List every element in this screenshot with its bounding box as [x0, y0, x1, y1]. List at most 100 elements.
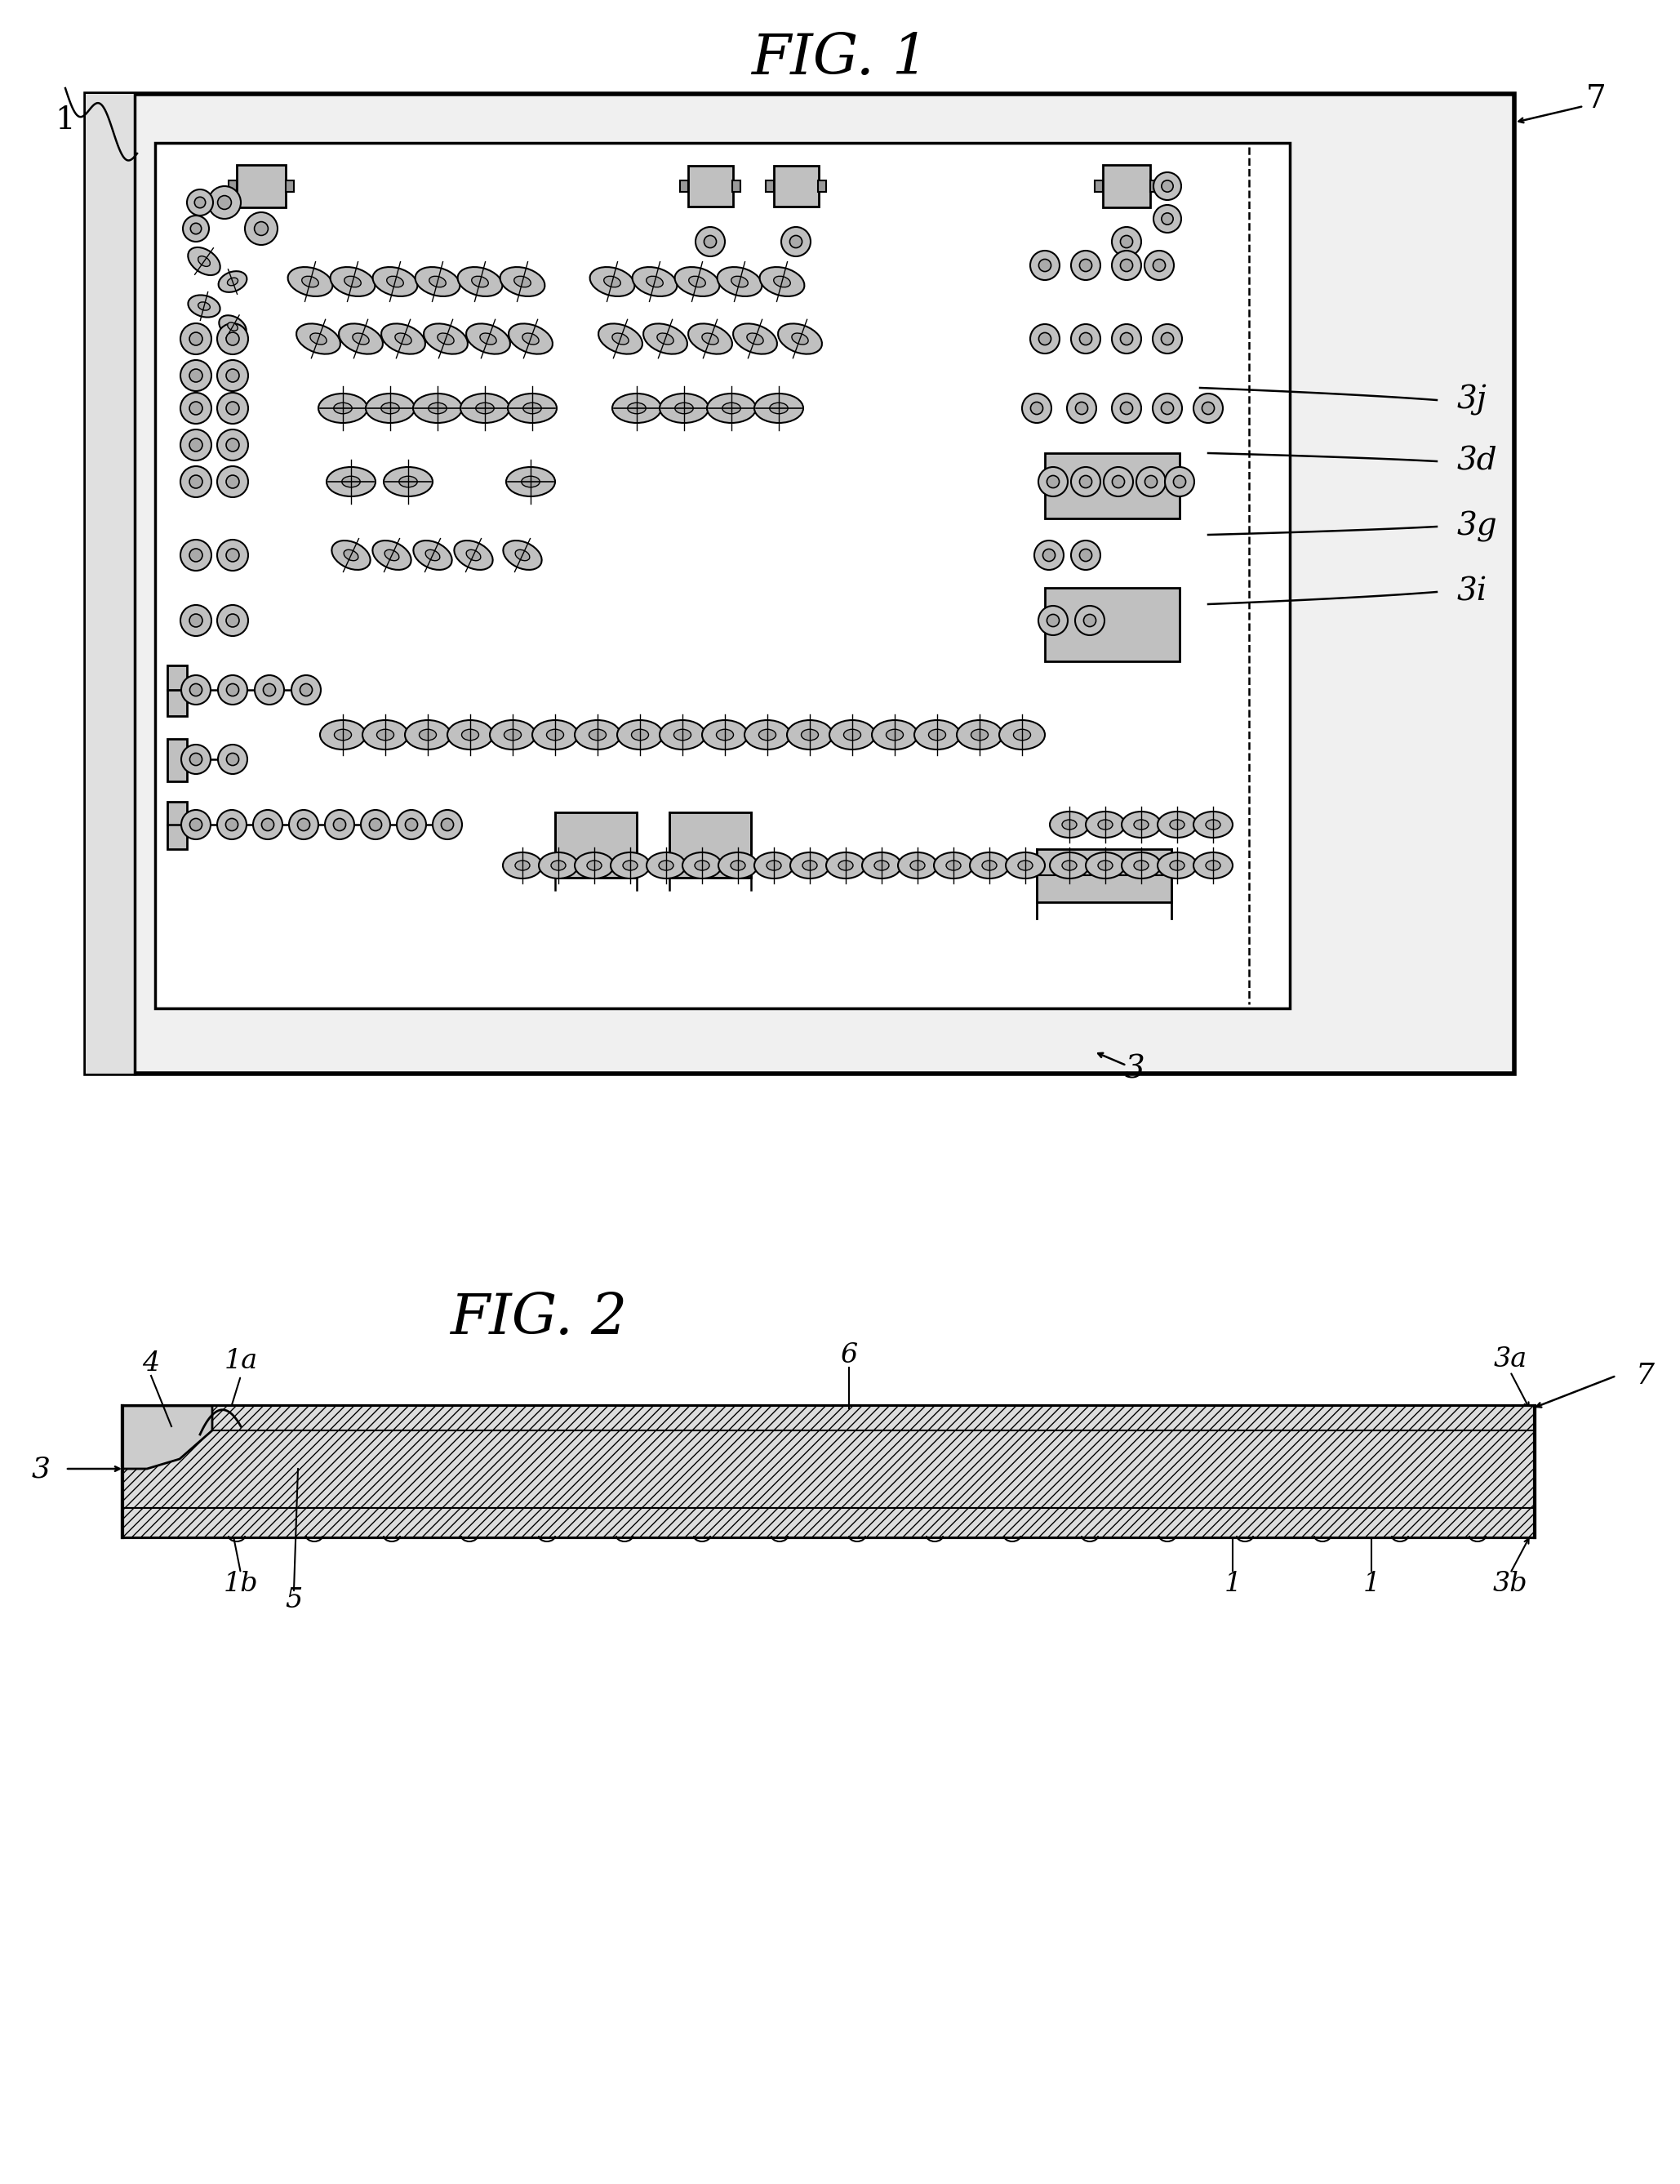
Ellipse shape: [716, 729, 734, 740]
Ellipse shape: [326, 467, 376, 496]
Ellipse shape: [754, 852, 793, 878]
Ellipse shape: [1085, 852, 1126, 878]
Bar: [1151, 181, 1159, 192]
Text: 1b: 1b: [223, 1570, 259, 1597]
Ellipse shape: [1134, 819, 1149, 830]
Ellipse shape: [504, 729, 521, 740]
Ellipse shape: [610, 852, 650, 878]
Ellipse shape: [415, 266, 460, 297]
Circle shape: [405, 819, 418, 830]
Bar: [228, 181, 237, 192]
Ellipse shape: [311, 334, 326, 345]
Ellipse shape: [628, 402, 645, 413]
Ellipse shape: [722, 402, 741, 413]
Circle shape: [217, 430, 249, 461]
Ellipse shape: [475, 402, 494, 413]
Circle shape: [1038, 332, 1052, 345]
Ellipse shape: [507, 393, 556, 424]
Ellipse shape: [467, 550, 480, 561]
Ellipse shape: [472, 275, 489, 286]
Circle shape: [217, 323, 249, 354]
Circle shape: [396, 810, 427, 839]
Ellipse shape: [590, 729, 606, 740]
Circle shape: [1072, 467, 1100, 496]
Bar: [155, 142, 1290, 1009]
Ellipse shape: [623, 860, 637, 871]
Circle shape: [1067, 393, 1097, 424]
Circle shape: [190, 614, 202, 627]
Circle shape: [181, 675, 210, 705]
Ellipse shape: [754, 393, 803, 424]
Circle shape: [227, 439, 239, 452]
Ellipse shape: [575, 852, 613, 878]
Ellipse shape: [502, 539, 541, 570]
Bar: [168, 802, 186, 850]
Text: 3b: 3b: [1494, 1570, 1527, 1597]
Ellipse shape: [731, 860, 746, 871]
Ellipse shape: [428, 275, 445, 286]
Ellipse shape: [643, 323, 687, 354]
Ellipse shape: [344, 550, 358, 561]
Circle shape: [790, 236, 801, 247]
Circle shape: [218, 675, 247, 705]
Ellipse shape: [732, 323, 778, 354]
Ellipse shape: [731, 275, 748, 286]
Circle shape: [183, 216, 208, 242]
Ellipse shape: [702, 721, 748, 749]
Text: 3d: 3d: [1457, 446, 1497, 476]
Circle shape: [1047, 476, 1058, 487]
Circle shape: [1112, 227, 1141, 256]
Ellipse shape: [1099, 860, 1112, 871]
Ellipse shape: [491, 721, 536, 749]
Ellipse shape: [617, 721, 664, 749]
Circle shape: [1104, 467, 1132, 496]
Circle shape: [190, 402, 202, 415]
Circle shape: [333, 819, 346, 830]
Circle shape: [227, 684, 239, 697]
Ellipse shape: [830, 721, 875, 749]
Circle shape: [225, 819, 239, 830]
Ellipse shape: [1018, 860, 1033, 871]
Ellipse shape: [514, 275, 531, 286]
Ellipse shape: [934, 852, 973, 878]
Ellipse shape: [366, 393, 415, 424]
Ellipse shape: [956, 721, 1003, 749]
Ellipse shape: [454, 539, 492, 570]
Circle shape: [180, 323, 212, 354]
Ellipse shape: [227, 323, 239, 330]
Ellipse shape: [1158, 852, 1196, 878]
Bar: [774, 166, 818, 207]
Ellipse shape: [188, 295, 220, 317]
Ellipse shape: [660, 721, 706, 749]
Ellipse shape: [707, 393, 756, 424]
Text: 3: 3: [32, 1455, 50, 1483]
Ellipse shape: [838, 860, 853, 871]
Circle shape: [1201, 402, 1215, 415]
Text: 3j: 3j: [1457, 384, 1487, 415]
Circle shape: [180, 393, 212, 424]
Ellipse shape: [969, 852, 1010, 878]
Ellipse shape: [188, 247, 220, 275]
Ellipse shape: [437, 334, 454, 345]
Ellipse shape: [516, 860, 529, 871]
Ellipse shape: [341, 476, 360, 487]
Bar: [732, 181, 741, 192]
Circle shape: [704, 236, 716, 247]
Circle shape: [190, 369, 202, 382]
Circle shape: [1075, 605, 1104, 636]
Ellipse shape: [1169, 819, 1184, 830]
Ellipse shape: [971, 729, 988, 740]
Ellipse shape: [1169, 860, 1184, 871]
Ellipse shape: [632, 729, 648, 740]
Circle shape: [1112, 393, 1141, 424]
Circle shape: [1030, 251, 1060, 280]
Ellipse shape: [383, 467, 433, 496]
Ellipse shape: [319, 393, 368, 424]
Ellipse shape: [929, 729, 946, 740]
Circle shape: [180, 539, 212, 570]
Circle shape: [195, 197, 205, 207]
Circle shape: [1136, 467, 1166, 496]
Bar: [818, 181, 827, 192]
Circle shape: [291, 675, 321, 705]
Circle shape: [1121, 332, 1132, 345]
